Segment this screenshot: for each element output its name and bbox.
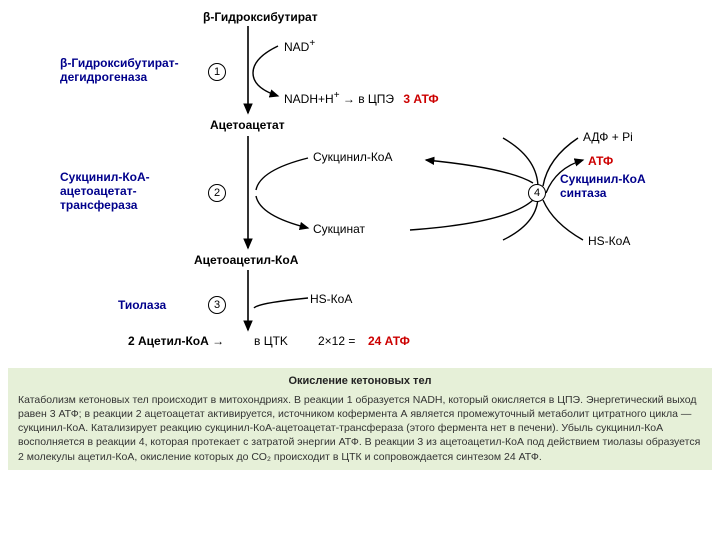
enzyme2-line1: Сукцинил-КоА- <box>60 170 150 184</box>
caption-box: Окисление кетоновых тел Катаболизм кетон… <box>8 368 712 470</box>
succinyl-coa-in: Сукцинил-КоА <box>313 150 393 164</box>
enzyme2-line3: трансфераза <box>60 198 137 212</box>
step-4-marker: 4 <box>528 184 546 202</box>
caption-body: Катаболизм кетоновых тел происходит в ми… <box>18 393 702 464</box>
compound-acetoacetyl-coa: Ацетоацетил-КоА <box>194 253 298 267</box>
nad-text: NAD <box>284 40 309 54</box>
to-ctk: в ЦТK <box>254 334 288 348</box>
enzyme1-line1: β-Гидроксибутират- <box>60 56 179 70</box>
compound-beta-hydroxybutyrate: β-Гидроксибутират <box>203 10 318 24</box>
nadh-label: NADH+H+ → в ЦПЭ 3 АТФ <box>284 90 439 106</box>
step-2-marker: 2 <box>208 184 226 202</box>
nadh-text: NADH+H <box>284 92 334 106</box>
enzyme-thiolase: Тиолаза <box>118 298 166 312</box>
caption-title: Окисление кетоновых тел <box>18 374 702 389</box>
nad-label: NAD+ <box>284 38 315 54</box>
step-1-marker: 1 <box>208 63 226 81</box>
succinyl-coa-syn-b: синтаза <box>560 186 606 200</box>
step-3-marker: 3 <box>208 296 226 314</box>
atp-label: АТФ <box>588 154 613 168</box>
compound-acetoacetate: Ацетоацетат <box>210 118 285 132</box>
nadh-sup: + <box>334 90 340 101</box>
enzyme2-line2: ацетоацетат- <box>60 184 137 198</box>
enzyme1-line2: дегидрогеназа <box>60 70 147 84</box>
hscoa-left: HS-КоА <box>310 292 352 306</box>
succinyl-coa-syn-a: Сукцинил-КоА <box>560 172 646 186</box>
atp3: 3 АТФ <box>403 92 438 106</box>
succinate-label: Сукцинат <box>313 222 365 236</box>
pathway-diagram: β-Гидроксибутират β-Гидроксибутират- дег… <box>8 8 712 368</box>
two-acetyl-coa: 2 Ацетил-КоА → <box>128 334 224 348</box>
hscoa-right: HS-КоА <box>588 234 630 248</box>
to-cpe: → в ЦПЭ <box>343 92 394 106</box>
nad-sup: + <box>309 38 315 49</box>
two-x-twelve: 2×12 = <box>318 334 355 348</box>
atp24: 24 АТФ <box>368 334 410 348</box>
adp-pi: АДФ + Pi <box>583 130 633 144</box>
